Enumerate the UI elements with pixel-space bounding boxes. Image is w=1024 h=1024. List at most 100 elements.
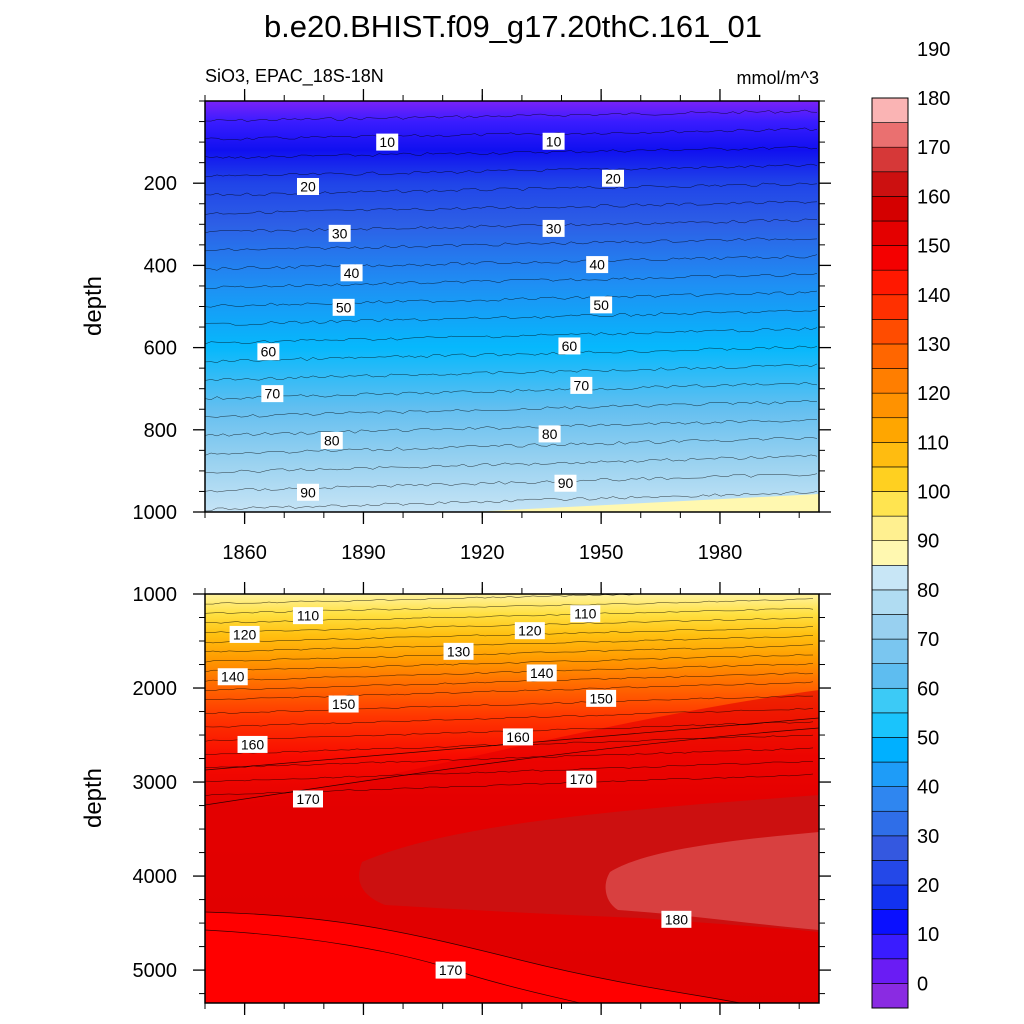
colorbar-swatch [871, 442, 909, 468]
colorbar-label: 0 [917, 973, 928, 995]
colorbar-swatch [871, 146, 909, 173]
contour-line [205, 381, 818, 400]
contour-label: 60 [558, 337, 581, 355]
contour-label-box [328, 224, 351, 242]
colorbar-swatch [871, 884, 909, 910]
contour-label: 30 [542, 219, 565, 237]
contour-label-box [376, 133, 399, 151]
contour-label: 140 [526, 664, 557, 682]
colorbar-label: 100 [917, 482, 950, 504]
contour-line [205, 626, 814, 644]
chart-title: b.e20.BHIST.f09_g17.20thC.161_01 [264, 9, 762, 44]
contour-label-text: 20 [300, 178, 316, 194]
contour-label-text: 40 [589, 257, 605, 273]
contour-line [205, 708, 814, 728]
contour-label: 60 [257, 343, 280, 361]
contour-label: 80 [320, 431, 343, 449]
colorbar-label: 90 [917, 531, 939, 553]
colorbar-swatch [871, 466, 909, 492]
colorbar-swatch [871, 171, 909, 197]
contour-line [205, 437, 818, 456]
y-tick-label: 5000 [133, 960, 178, 982]
contour-label: 50 [590, 296, 613, 314]
upper-contour-lines [205, 109, 818, 512]
contour-label-text: 110 [297, 608, 320, 624]
contour-line [205, 747, 814, 768]
colorbar-swatch [871, 245, 909, 271]
y-tick-label: 1000 [133, 584, 178, 606]
y-tick-label: 4000 [133, 866, 178, 888]
upper-panel-100-region [470, 494, 819, 512]
contour-label-box [558, 337, 581, 355]
contour-label-box [296, 483, 319, 501]
y-tick-label: 600 [144, 338, 177, 360]
colorbar-label: 180 [917, 88, 950, 110]
contour-line [205, 727, 819, 806]
x-tick-label: 1890 [341, 542, 386, 564]
colorbar-swatch [871, 392, 909, 419]
contour-label-box [542, 132, 565, 150]
contour-label-box [257, 343, 280, 361]
lower-panel-bottom-region [205, 912, 740, 1003]
contour-label: 170 [292, 790, 323, 808]
colorbar-swatch [871, 319, 909, 345]
contour-label-text: 70 [574, 377, 590, 393]
colorbar-label: 10 [917, 924, 939, 946]
contour-line [205, 163, 818, 178]
upper-y-tick-labels: 200 400 600 800 1000 [133, 173, 178, 524]
contour-line [205, 146, 818, 159]
contour-line [205, 327, 818, 345]
contour-label-box [586, 256, 609, 274]
colorbar-label: 110 [917, 432, 949, 454]
colorbar-swatch [871, 491, 909, 517]
contour-label-text: 40 [344, 265, 360, 281]
contour-label: 160 [237, 735, 268, 753]
colorbar-swatch [871, 835, 909, 861]
colorbar-swatch [871, 737, 909, 763]
contour-label-text: 60 [562, 338, 578, 354]
contour-line [205, 454, 818, 474]
lower-panel: 110 110 120 120 130 140 140 150 150 160 160 170 170 1… [193, 582, 831, 1015]
contour-line [205, 654, 814, 673]
colorbar-swatch [871, 196, 909, 222]
contour-label-text: 80 [324, 432, 340, 448]
upper-contour-labels: 10 10 20 20 30 30 40 40 50 50 60 60 70 70 80 80 90 90 [257, 132, 625, 501]
colorbar-swatch [871, 860, 909, 886]
contour-label-text: 80 [542, 426, 558, 442]
colorbar-swatch [871, 269, 909, 296]
contour-label-text: 180 [665, 911, 689, 927]
colorbar-swatch [871, 343, 909, 369]
colorbar-frame [871, 97, 909, 1009]
upper-axis-ticks [193, 89, 831, 524]
contour-label-box [566, 770, 597, 788]
contour-label-text: 90 [558, 475, 574, 491]
contour-label-text: 150 [332, 696, 356, 712]
contour-label: 90 [296, 483, 319, 501]
colorbar-label: 40 [917, 777, 939, 799]
contour-label-box [328, 695, 359, 713]
contour-label-text: 160 [506, 729, 530, 745]
contour-label: 150 [586, 689, 617, 707]
contour-label-text: 50 [336, 299, 352, 315]
contour-label-box [217, 668, 248, 686]
contour-label-box [586, 689, 617, 707]
contour-line [205, 399, 818, 418]
contour-line [205, 237, 818, 252]
contour-line [205, 273, 818, 289]
contour-label-box [542, 219, 565, 237]
lower-panel-frame [204, 593, 820, 1004]
colorbar-label: 20 [917, 875, 939, 897]
lower-contour-labels: 110 110 120 120 130 140 140 150 150 160 160 170 170 1… [217, 605, 692, 979]
contour-label-box [502, 728, 533, 746]
colorbar-swatch [871, 220, 909, 246]
colorbar-label: 80 [917, 580, 939, 602]
colorbar-swatch [871, 663, 909, 689]
contour-label: 20 [602, 169, 625, 187]
contour-label: 90 [554, 474, 577, 492]
contour-label: 80 [538, 425, 561, 443]
contour-line [205, 345, 818, 363]
y-tick-label: 200 [144, 173, 177, 195]
contour-label-text: 20 [605, 170, 621, 186]
colorbar-label: 130 [917, 334, 950, 356]
